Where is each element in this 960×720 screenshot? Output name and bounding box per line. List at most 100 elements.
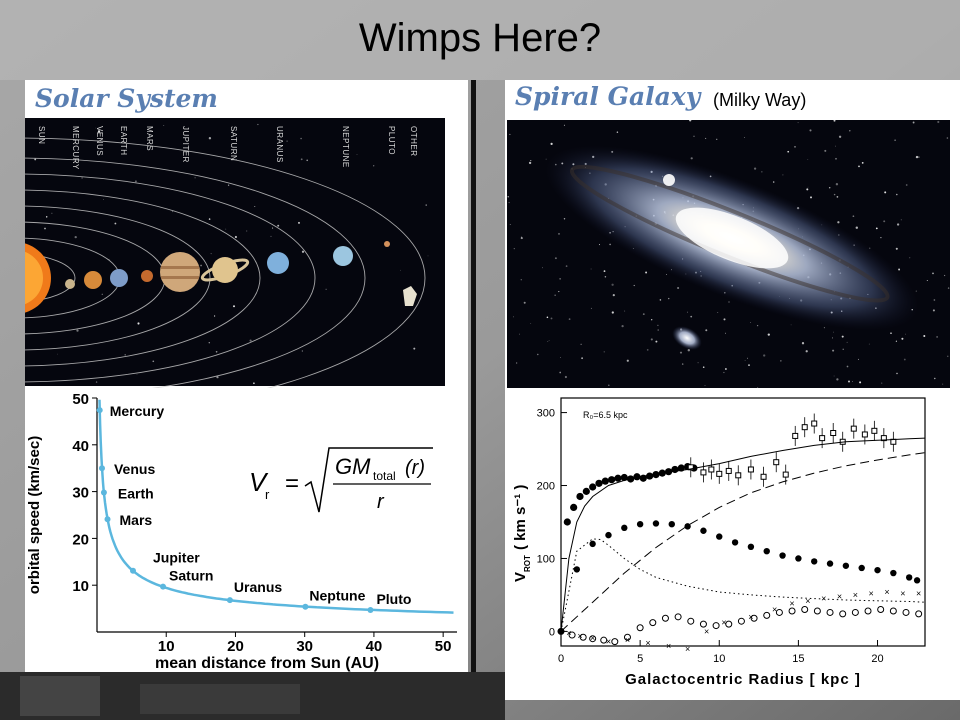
star — [604, 276, 607, 278]
star — [797, 122, 799, 124]
planet-label: PLUTO — [387, 126, 396, 155]
star — [725, 368, 727, 370]
data-point-open-square — [850, 425, 857, 432]
star — [689, 120, 692, 122]
star — [580, 343, 582, 345]
star — [621, 324, 624, 328]
data-point-open-circle — [725, 620, 733, 628]
data-point-open-circle — [661, 614, 669, 622]
star — [616, 131, 619, 133]
star — [933, 299, 936, 301]
data-point-cross: × — [666, 641, 671, 651]
data-point-open-circle — [889, 607, 897, 615]
star — [413, 347, 416, 350]
data-point-open-circle — [699, 620, 707, 628]
star — [679, 351, 683, 354]
star — [767, 333, 770, 336]
star — [194, 177, 196, 179]
star — [97, 130, 101, 133]
star — [836, 196, 839, 198]
keplerian-curve — [98, 399, 454, 614]
star — [881, 382, 883, 384]
star — [513, 248, 515, 250]
data-point-open-circle — [600, 636, 608, 644]
star — [95, 381, 98, 383]
star — [841, 335, 844, 338]
galaxy-core — [675, 207, 789, 269]
star — [824, 149, 827, 152]
planet-label: JUPITER — [181, 126, 190, 163]
star — [565, 265, 568, 267]
star — [723, 318, 726, 321]
star — [136, 373, 138, 375]
star — [681, 363, 684, 365]
satellite-galaxy — [672, 326, 702, 350]
star — [666, 273, 667, 275]
star — [612, 294, 615, 297]
planet-point — [367, 607, 374, 614]
formula-arg: (r) — [405, 457, 425, 479]
data-point-filled — [747, 543, 755, 550]
planet-point-label: Pluto — [376, 591, 411, 607]
data-point-open-circle — [915, 610, 923, 618]
star — [787, 150, 790, 153]
star — [861, 162, 864, 164]
star — [702, 366, 705, 368]
star — [810, 196, 812, 199]
y-tick-label: 300 — [537, 408, 555, 420]
star — [528, 161, 532, 165]
data-point-open-square — [773, 459, 780, 466]
star — [152, 360, 155, 363]
data-point-filled — [700, 527, 707, 534]
data-point-filled — [905, 574, 913, 581]
star — [657, 324, 659, 327]
spiral-galaxy-heading: Spiral Galaxy — [515, 82, 701, 111]
star — [599, 244, 600, 246]
data-point-filled-dense — [608, 476, 616, 484]
planet-label: MERCURY — [71, 126, 80, 170]
x-axis-label: Galactocentric Radius [ kpc ] — [625, 671, 861, 688]
star — [686, 311, 688, 313]
milky-way-label: (Milky Way) — [713, 90, 807, 110]
star — [896, 372, 898, 375]
star — [717, 312, 719, 313]
data-point-filled-dense — [589, 483, 597, 491]
star — [809, 129, 812, 132]
star — [838, 135, 842, 138]
star — [520, 278, 523, 281]
y-tick-label: 50 — [72, 391, 89, 408]
solar-system-panel: Solar System SUN MERCURY VENUS EARTH MARS JUP… — [25, 80, 468, 672]
star — [210, 253, 212, 255]
star — [828, 187, 831, 189]
data-point-cross: × — [645, 638, 650, 648]
data-point-cross: × — [625, 635, 630, 645]
mars-icon — [141, 270, 153, 282]
star — [427, 255, 429, 257]
star — [807, 159, 809, 160]
data-point-open-circle — [839, 610, 847, 618]
star — [253, 382, 255, 385]
data-point-open-square — [811, 420, 818, 427]
star — [723, 371, 725, 374]
star — [249, 339, 252, 342]
data-point-filled — [668, 520, 675, 528]
chart-annotation: R₀=6.5 kpc — [583, 410, 628, 420]
star — [835, 145, 836, 147]
y-tick-label: 0 — [549, 626, 555, 638]
uranus-icon — [267, 252, 289, 274]
data-point-open-circle — [623, 633, 631, 641]
data-point-open-circle — [851, 608, 859, 616]
data-point-cross: × — [853, 590, 858, 600]
star — [896, 193, 898, 196]
star — [772, 181, 775, 183]
planet-label: URANUS — [275, 126, 284, 163]
star — [890, 332, 892, 335]
star — [880, 236, 882, 239]
star — [633, 284, 635, 287]
star — [833, 193, 836, 196]
star — [650, 338, 653, 341]
data-point-open-circle — [864, 607, 872, 615]
star — [947, 355, 949, 357]
data-point-open-square — [792, 432, 799, 439]
star — [900, 219, 902, 221]
